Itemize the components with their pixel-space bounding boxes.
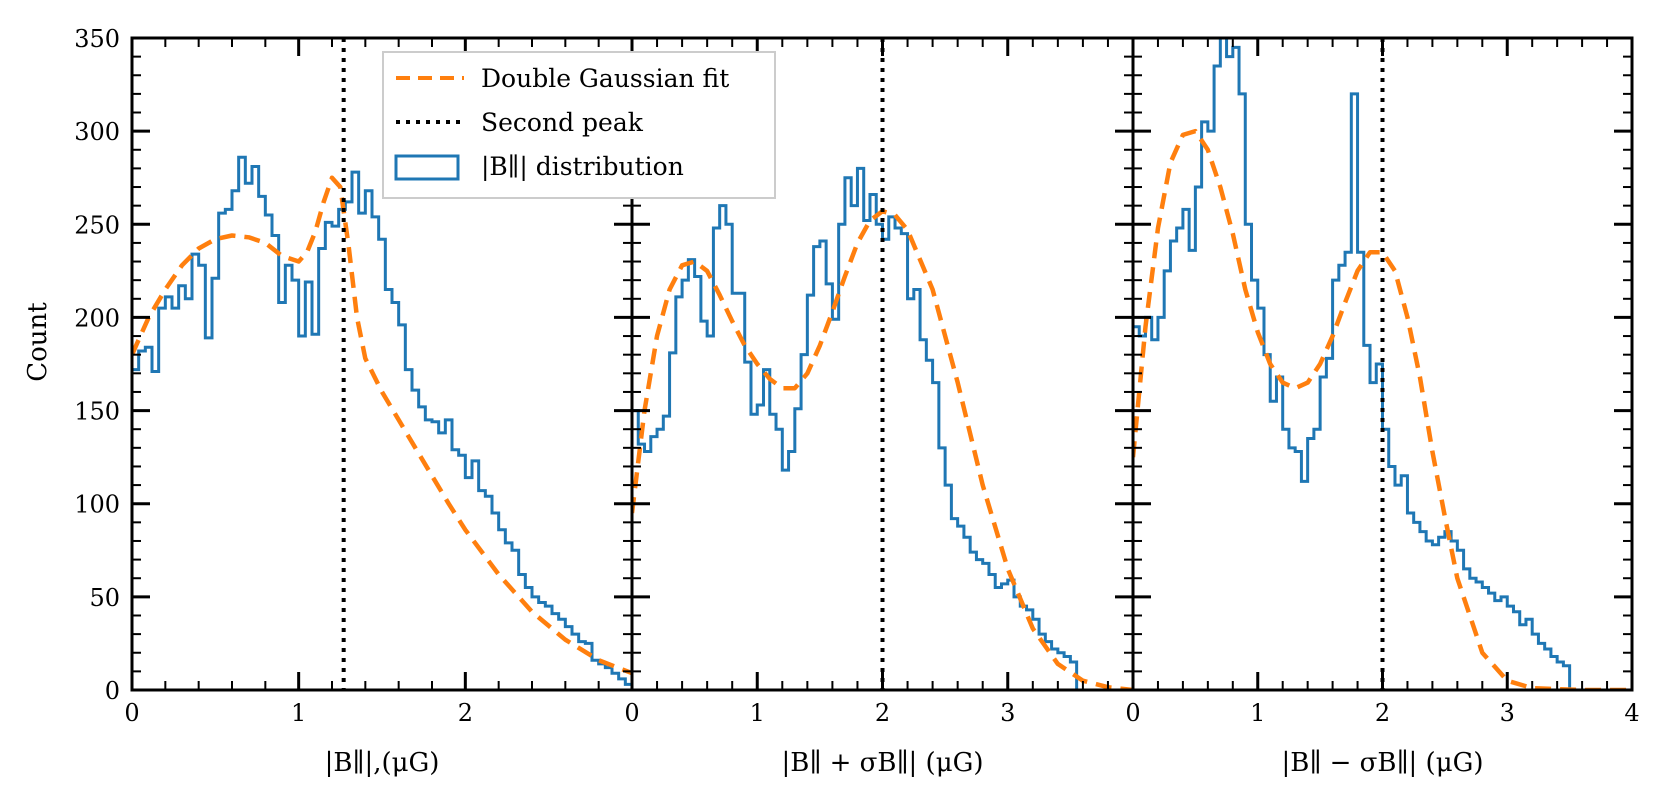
panel-2-xtick-label: 3 xyxy=(1000,699,1015,727)
panel-3-xtick-label: 1 xyxy=(1250,699,1265,727)
legend-fit-label: Double Gaussian fit xyxy=(481,64,729,93)
panel-2-xtick-label: 0 xyxy=(624,699,639,727)
panel-1-plot-area xyxy=(132,38,632,690)
panel-3-plot-area xyxy=(1133,38,1632,690)
y-tick-label: 100 xyxy=(74,491,120,519)
panel-1-fit-curve xyxy=(132,175,632,676)
panel-3-xtick-label: 3 xyxy=(1500,699,1515,727)
legend-hist-swatch xyxy=(394,154,460,181)
panel-2-histogram xyxy=(632,166,1079,690)
legend-peak-label: Second peak xyxy=(481,108,644,137)
panel-3-histogram xyxy=(1133,38,1572,690)
panel-2: 0 1 2 3 |B∥ + σB∥| (μG) xyxy=(624,36,1135,778)
panel-1-x-axis-label: |B∥|,(μG) xyxy=(325,748,440,778)
panels-group: 0 1 2 |B∥|,(μG) 0 1 2 3 |B∥ + σB∥| (μG) 0 1 2 3 4 |B∥ … xyxy=(74,25,1639,778)
legend: Double Gaussian fit Second peak |B∥| dis… xyxy=(382,51,776,199)
y-tick-label: 150 xyxy=(74,398,120,426)
panel-3-x-axis-label: |B∥ − σB∥| (μG) xyxy=(1281,748,1483,778)
panel-2-x-axis-label: |B∥ + σB∥| (μG) xyxy=(781,748,983,778)
y-tick-label: 50 xyxy=(89,584,120,612)
y-axis-label: Count xyxy=(23,302,53,382)
panel-1-histogram xyxy=(132,155,632,690)
panel-1-xtick-label: 0 xyxy=(124,699,139,727)
panel-3-xtick-label: 2 xyxy=(1375,699,1390,727)
panel-3: 0 1 2 3 4 |B∥ − σB∥| (μG) xyxy=(1125,36,1640,778)
y-tick-label: 250 xyxy=(74,211,120,239)
y-tick-label: 350 xyxy=(74,25,120,53)
y-tick-label: 200 xyxy=(74,304,120,332)
y-tick-label: 300 xyxy=(74,118,120,146)
panel-2-xtick-label: 1 xyxy=(750,699,765,727)
panel-3-xtick-label: 0 xyxy=(1125,699,1140,727)
panel-3-fit-curve xyxy=(1133,128,1632,690)
panel-1-xtick-label: 2 xyxy=(458,699,473,727)
panel-2-xtick-label: 2 xyxy=(875,699,890,727)
legend-hist-label: |B∥| distribution xyxy=(481,152,684,182)
panel-3-xtick-label: 4 xyxy=(1624,699,1639,727)
y-tick-label: 0 xyxy=(105,677,120,705)
panel-2-fit-curve xyxy=(632,208,1133,690)
panel-1-xtick-label: 1 xyxy=(291,699,306,727)
panel-2-plot-area xyxy=(632,38,1133,690)
